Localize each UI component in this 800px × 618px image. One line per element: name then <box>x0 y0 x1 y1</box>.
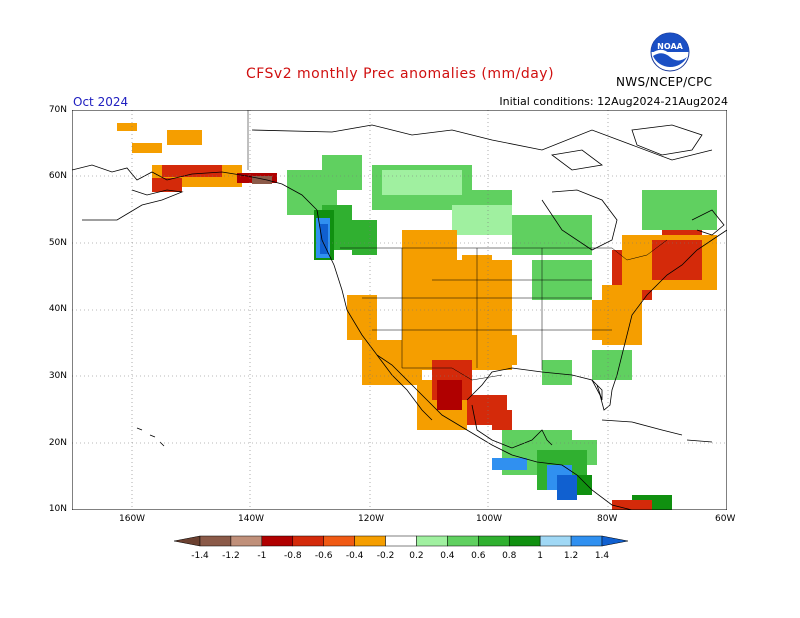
legend-tick-labels: -1.4 -1.2 -1 -0.8 -0.6 -0.4 -0.2 0.2 0.4 0.6 0.8 1 1… <box>191 551 609 561</box>
legend-box-4 <box>292 535 324 547</box>
legend-tick-8: 0.4 <box>440 551 455 561</box>
coastlines <box>72 124 727 510</box>
legend-tick-10: 0.8 <box>502 551 517 561</box>
legend-tick-7: 0.2 <box>409 551 423 561</box>
legend-tick-1: -1.2 <box>222 551 240 561</box>
graticule <box>72 110 727 510</box>
legend-box-11 <box>508 535 541 547</box>
legend-box-2 <box>230 535 263 547</box>
noaa-logo-text: NOAA <box>657 42 683 51</box>
lon-label-80w: 80W <box>597 514 618 524</box>
legend-box-8 <box>416 535 448 547</box>
legend-box-5 <box>323 535 355 547</box>
legend-tick-13: 1.4 <box>595 551 610 561</box>
legend-tick-12: 1.2 <box>564 551 578 561</box>
lat-label-60n: 60N <box>48 171 67 181</box>
legend-tick-4: -0.6 <box>315 551 333 561</box>
anomaly-fields <box>117 123 717 510</box>
color-legend: -1.4 -1.2 -1 -0.8 -0.6 -0.4 -0.2 0.2 0.4 0.6 0.8 1 1… <box>173 535 629 561</box>
lat-label-50n: 50N <box>48 238 67 248</box>
legend-color-boxes <box>173 535 629 547</box>
lon-label-100w: 100W <box>476 514 503 524</box>
lon-label-160w: 160W <box>119 514 146 524</box>
lat-label-20n: 20N <box>48 438 67 448</box>
legend-box-3 <box>261 535 294 547</box>
lon-label-140w: 140W <box>238 514 265 524</box>
precip-anomaly-map <box>72 110 727 510</box>
agency-label: NWS/NCEP/CPC <box>616 75 713 89</box>
lat-label-70n: 70N <box>48 105 67 115</box>
legend-box-9 <box>447 535 479 547</box>
map-title: CFSv2 monthly Prec anomalies (mm/day) <box>245 66 555 82</box>
legend-tick-5: -0.4 <box>346 551 364 561</box>
legend-tick-6: -0.2 <box>377 551 395 561</box>
lat-label-10n: 10N <box>48 504 67 514</box>
political-borders <box>247 110 668 381</box>
legend-box-13 <box>570 535 603 547</box>
lat-label-40n: 40N <box>48 304 67 314</box>
legend-box-0 <box>173 535 201 547</box>
forecast-month-label: Oct 2024 <box>73 95 129 109</box>
legend-tick-3: -0.8 <box>284 551 302 561</box>
initial-conditions-label: Initial conditions: 12Aug2024-21Aug2024 <box>499 95 728 108</box>
legend-box-7 <box>385 535 417 547</box>
legend-tick-2: -1 <box>257 551 266 561</box>
legend-box-14 <box>601 535 629 547</box>
legend-tick-9: 0.6 <box>471 551 486 561</box>
legend-tick-11: 1 <box>537 551 543 561</box>
noaa-logo-icon: NOAA <box>650 32 690 72</box>
lat-label-30n: 30N <box>48 371 67 381</box>
legend-box-12 <box>539 535 572 547</box>
legend-box-1 <box>199 535 232 547</box>
lon-label-60w: 60W <box>715 514 736 524</box>
legend-box-10 <box>478 535 510 547</box>
legend-tick-0: -1.4 <box>191 551 209 561</box>
legend-box-6 <box>354 535 386 547</box>
lon-label-120w: 120W <box>358 514 385 524</box>
